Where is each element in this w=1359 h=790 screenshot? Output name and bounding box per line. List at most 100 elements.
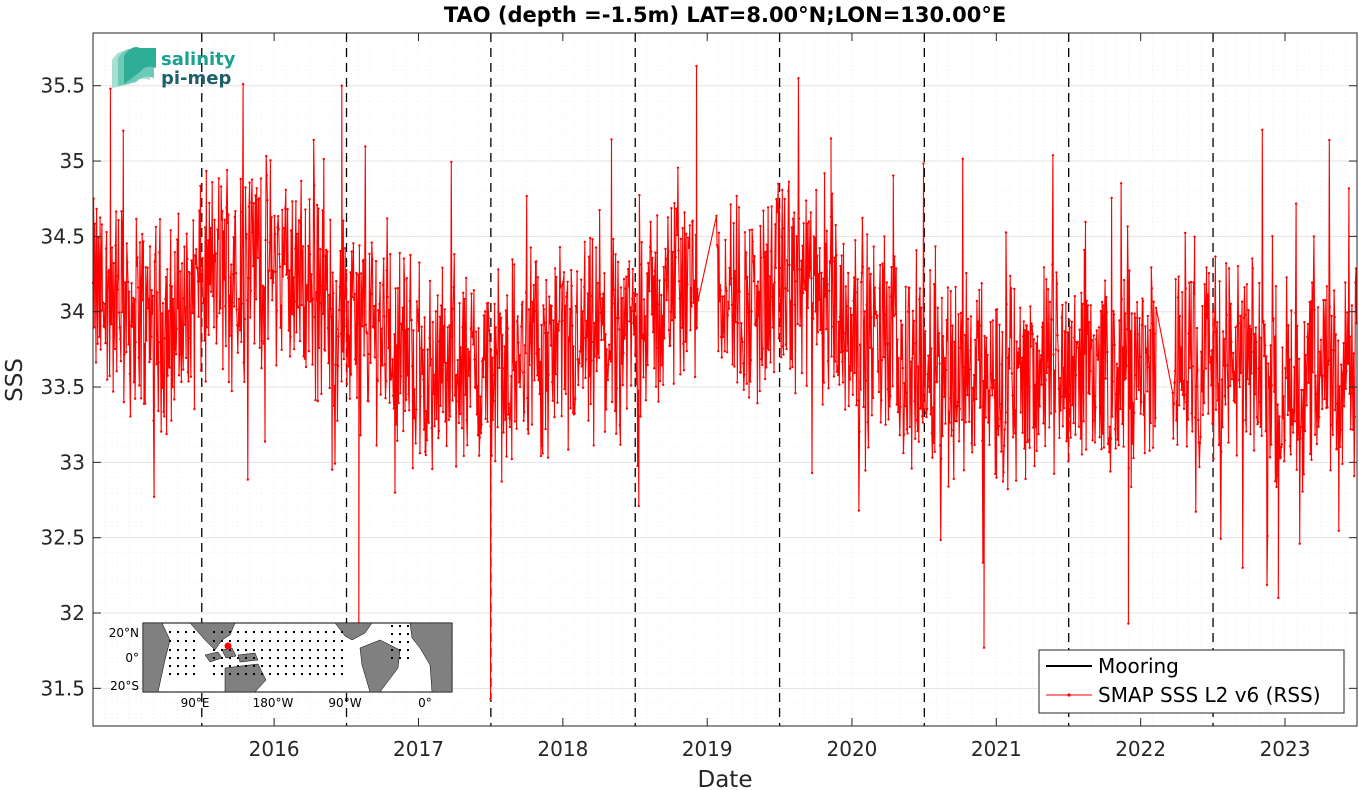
inset-station-dot — [301, 631, 303, 633]
inset-station-dot — [333, 640, 335, 642]
smap-sss-point — [850, 369, 853, 372]
x-tick-label: 2022 — [1115, 737, 1166, 761]
smap-sss-point — [1007, 347, 1011, 350]
x-axis-label: Date — [698, 767, 753, 790]
smap-sss-point — [412, 329, 415, 332]
smap-sss-point — [1224, 262, 1228, 265]
smap-sss-point — [1144, 351, 1148, 354]
smap-sss-point — [496, 426, 499, 429]
smap-sss-point — [291, 200, 294, 203]
smap-sss-point — [358, 348, 362, 352]
smap-sss-point — [615, 432, 618, 435]
smap-sss-point — [1090, 339, 1094, 342]
smap-sss-point — [995, 308, 999, 311]
smap-sss-point — [670, 319, 674, 322]
smap-sss-point — [929, 413, 932, 416]
smap-sss-point — [114, 244, 117, 247]
smap-sss-point — [467, 350, 471, 353]
smap-sss-point — [954, 285, 957, 289]
smap-sss-point — [1245, 283, 1249, 286]
smap-sss-point — [865, 303, 868, 307]
smap-sss-point — [968, 420, 971, 423]
smap-sss-point — [1140, 400, 1143, 404]
smap-sss-point — [188, 272, 191, 275]
smap-sss-point — [235, 308, 238, 311]
smap-sss-point — [296, 306, 299, 309]
inset-station-dot — [285, 640, 287, 642]
smap-sss-point — [681, 226, 684, 230]
smap-sss-point — [247, 277, 250, 280]
smap-sss-point — [763, 255, 766, 258]
inset-station-dot — [341, 649, 343, 651]
smap-sss-point — [224, 344, 228, 348]
smap-sss-point — [1151, 446, 1155, 449]
smap-sss-point — [645, 354, 648, 357]
smap-sss-point — [1061, 425, 1065, 428]
smap-sss-point — [633, 292, 636, 295]
inset-station-dot — [293, 657, 295, 659]
smap-sss-point — [1208, 361, 1212, 364]
smap-sss-point — [155, 291, 159, 294]
smap-sss-point — [679, 237, 683, 241]
smap-sss-point — [946, 339, 949, 342]
smap-sss-point — [999, 417, 1002, 421]
smap-sss-point — [870, 414, 874, 417]
smap-sss-point — [893, 279, 897, 283]
smap-sss-point — [858, 430, 861, 433]
smap-sss-point — [233, 305, 236, 308]
smap-sss-point — [334, 363, 337, 366]
smap-sss-point — [1247, 309, 1250, 312]
smap-sss-point — [176, 307, 179, 310]
smap-sss-point — [507, 402, 511, 405]
smap-sss-point — [401, 306, 404, 309]
inset-station-dot — [325, 640, 327, 642]
smap-sss-point — [384, 397, 387, 400]
smap-sss-point — [1131, 442, 1134, 445]
smap-sss-point — [209, 290, 213, 293]
smap-sss-point — [783, 197, 786, 201]
smap-sss-point — [230, 263, 233, 266]
inset-station-dot — [269, 657, 271, 659]
smap-sss-point — [677, 280, 681, 283]
smap-sss-point — [1294, 202, 1298, 205]
smap-sss-point — [1017, 365, 1020, 369]
smap-sss-point — [1334, 333, 1338, 336]
smap-sss-point — [556, 322, 560, 326]
smap-sss-point — [214, 252, 217, 255]
smap-sss-point — [307, 350, 311, 353]
smap-sss-point — [679, 373, 682, 376]
smap-sss-point — [501, 333, 504, 337]
smap-sss-point — [1138, 355, 1142, 359]
smap-sss-point — [418, 452, 422, 455]
smap-sss-point — [587, 255, 591, 258]
inset-station-dot — [301, 649, 303, 651]
smap-sss-point — [600, 297, 604, 300]
smap-sss-point — [973, 443, 976, 447]
smap-sss-point — [825, 328, 828, 331]
smap-sss-point — [425, 410, 428, 413]
smap-sss-point — [99, 348, 102, 351]
smap-sss-point — [953, 419, 957, 423]
smap-sss-point — [123, 353, 126, 356]
smap-sss-point — [1143, 393, 1146, 397]
smap-sss-point — [934, 366, 938, 369]
smap-sss-point — [613, 302, 616, 305]
smap-sss-point — [1127, 622, 1130, 625]
smap-sss-point — [125, 351, 128, 354]
smap-sss-point — [362, 354, 366, 357]
smap-sss-point — [171, 385, 174, 389]
smap-sss-point — [1081, 373, 1085, 376]
smap-sss-point — [175, 327, 178, 331]
inset-station-dot — [261, 665, 263, 667]
smap-sss-point — [1197, 418, 1200, 422]
smap-sss-point — [232, 236, 235, 239]
smap-sss-point — [933, 450, 936, 453]
smap-sss-point — [806, 222, 809, 225]
smap-sss-point — [460, 359, 463, 362]
smap-sss-point — [241, 210, 244, 214]
inset-station-dot — [277, 649, 279, 651]
smap-sss-point — [880, 399, 883, 402]
smap-sss-point — [1238, 385, 1241, 389]
smap-sss-point — [866, 233, 869, 236]
smap-sss-point — [1135, 301, 1139, 304]
